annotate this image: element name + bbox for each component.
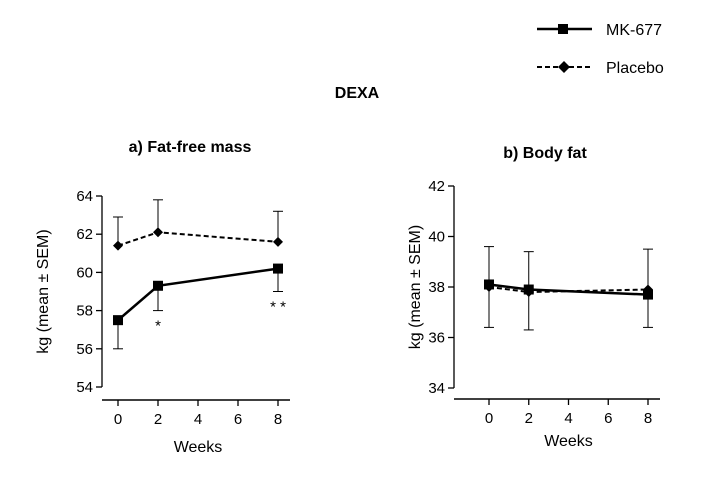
legend-item-mk677: MK-677 (537, 22, 662, 39)
line-placebo (117, 231, 279, 247)
y-axis-label: kg (mean ± SEM) (35, 229, 52, 353)
significance-marker: * (155, 318, 161, 335)
y-tick-label: 62 (76, 226, 93, 243)
point-mk677 (153, 280, 163, 291)
line-mk677 (488, 283, 649, 296)
x-tick-label: 2 (525, 410, 533, 427)
x-axis-label: Weeks (174, 439, 223, 456)
point-placebo (643, 284, 653, 295)
x-tick-label: 8 (274, 411, 282, 428)
series-mk677 (484, 279, 653, 331)
y-tick-label: 34 (428, 380, 445, 397)
legend-label-placebo: Placebo (606, 60, 664, 77)
x-tick-label: 0 (485, 410, 493, 427)
y-tick-label: 60 (76, 264, 93, 281)
significance-marker: * * (270, 299, 286, 316)
y-tick-label: 36 (428, 330, 445, 347)
y-tick-label: 38 (428, 279, 445, 296)
series-placebo (484, 246, 653, 298)
panel-a-title: a) Fat-free mass (129, 139, 252, 156)
y-axis-label: kg (mean ± SEM) (407, 225, 424, 349)
point-placebo (153, 227, 163, 238)
series-mk677 (113, 263, 283, 350)
point-placebo (523, 287, 534, 298)
y-tick-label: 56 (76, 341, 93, 358)
x-tick-label: 6 (234, 411, 242, 428)
x-axis-label: Weeks (544, 433, 593, 450)
x-tick-label: 8 (644, 410, 652, 427)
figure-heading: DEXA (335, 85, 380, 102)
y-tick-label: 42 (428, 178, 445, 195)
point-mk677 (273, 263, 283, 274)
y-tick-label: 54 (76, 379, 93, 396)
point-placebo (273, 236, 283, 247)
legend-item-placebo: Placebo (537, 60, 664, 77)
x-tick-label: 4 (564, 410, 572, 427)
legend-label-mk677: MK-677 (606, 22, 662, 39)
x-tick-label: 2 (154, 411, 162, 428)
panel-a-fat-free-mass: 54 56 58 60 62 64 0 2 4 6 8 Weeks kg (mean ± SEM) * * … (35, 188, 290, 456)
panel-b-body-fat: 34 36 38 40 42 0 2 4 6 8 Weeks kg (mean ± SEM) (407, 178, 660, 450)
x-tick-label: 6 (604, 410, 612, 427)
y-tick-label: 40 (428, 229, 445, 246)
point-placebo (113, 240, 123, 251)
legend: MK-677 Placebo (537, 22, 664, 77)
x-tick-label: 0 (114, 411, 122, 428)
line-mk677 (117, 267, 279, 322)
panel-b-title: b) Body fat (503, 145, 587, 162)
point-placebo (484, 282, 494, 292)
point-mk677 (113, 315, 123, 326)
x-tick-label: 4 (194, 411, 202, 428)
y-tick-label: 64 (76, 188, 93, 205)
series-placebo (113, 199, 283, 251)
y-tick-label: 58 (76, 303, 93, 320)
point-mk677 (643, 289, 653, 300)
